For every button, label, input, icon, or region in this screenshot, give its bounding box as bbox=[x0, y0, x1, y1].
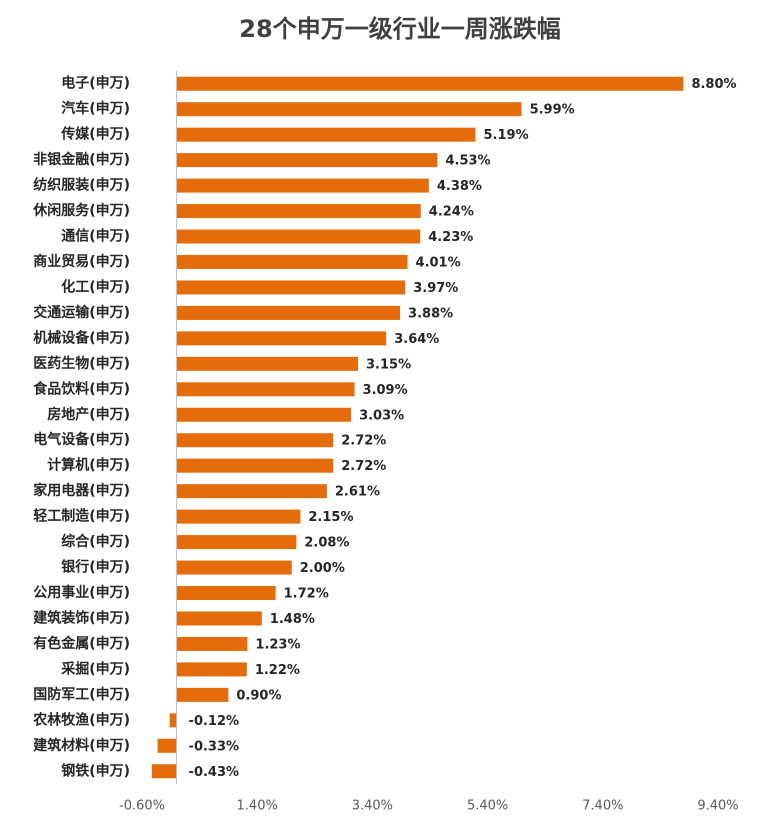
bar bbox=[176, 509, 301, 524]
bar bbox=[176, 153, 438, 168]
category-label: 纺织服装(申万) bbox=[33, 177, 130, 194]
value-label: 4.01% bbox=[416, 255, 461, 270]
bar bbox=[176, 407, 352, 422]
category-label: 建筑材料(申万) bbox=[33, 737, 130, 754]
category-label: 电子(申万) bbox=[61, 75, 130, 92]
x-tick-label: 9.40% bbox=[697, 799, 738, 814]
category-label: 有色金属(申万) bbox=[33, 635, 130, 652]
value-label: -0.12% bbox=[189, 714, 240, 729]
bar bbox=[151, 764, 177, 779]
value-label: 3.97% bbox=[413, 281, 458, 296]
bar bbox=[176, 127, 476, 142]
category-label: 汽车(申万) bbox=[61, 100, 130, 117]
bar bbox=[176, 356, 358, 371]
bar bbox=[176, 102, 522, 117]
category-label: 非银金融(申万) bbox=[33, 151, 130, 168]
category-label: 传媒(申万) bbox=[60, 126, 130, 143]
bar bbox=[176, 586, 276, 601]
bar bbox=[176, 611, 262, 626]
category-label: 食品饮料(申万) bbox=[33, 380, 130, 397]
value-label: 2.61% bbox=[335, 485, 380, 500]
value-label: 1.48% bbox=[270, 612, 315, 627]
value-label: 4.53% bbox=[445, 154, 490, 169]
bar bbox=[176, 458, 334, 473]
category-label: 交通运输(申万) bbox=[33, 304, 130, 321]
bar bbox=[176, 229, 421, 244]
bar bbox=[176, 484, 327, 499]
x-tick-label: 5.40% bbox=[467, 799, 508, 814]
value-label: 2.00% bbox=[300, 561, 345, 576]
bar bbox=[176, 204, 421, 219]
category-label: 化工(申万) bbox=[61, 278, 130, 295]
value-label: 4.24% bbox=[429, 205, 474, 220]
bar bbox=[176, 178, 429, 193]
category-label: 轻工制造(申万) bbox=[33, 508, 130, 525]
value-label: 2.72% bbox=[341, 434, 386, 449]
value-label: 1.72% bbox=[284, 587, 329, 602]
value-label: 3.15% bbox=[366, 357, 411, 372]
bar bbox=[176, 280, 406, 295]
category-label: 采掘(申万) bbox=[60, 660, 130, 677]
value-label: 3.88% bbox=[408, 306, 453, 321]
bar bbox=[176, 636, 248, 651]
value-label: 1.23% bbox=[255, 637, 300, 652]
value-label: 8.80% bbox=[691, 77, 736, 92]
category-label: 商业贸易(申万) bbox=[33, 253, 130, 270]
chart-title: 28个申万一级行业一周涨跌幅 bbox=[239, 15, 560, 43]
bar bbox=[176, 687, 229, 702]
bar bbox=[176, 382, 355, 397]
bar bbox=[176, 560, 292, 575]
value-label: -0.43% bbox=[189, 765, 240, 780]
value-label: 5.19% bbox=[484, 128, 529, 143]
bar bbox=[176, 331, 387, 346]
category-label: 银行(申万) bbox=[61, 559, 130, 576]
category-label: 通信(申万) bbox=[61, 228, 130, 245]
value-label: 3.64% bbox=[394, 332, 439, 347]
value-label: 3.03% bbox=[359, 408, 404, 423]
value-label: 2.72% bbox=[341, 459, 386, 474]
x-tick-label: 3.40% bbox=[352, 799, 393, 814]
x-tick-label: 1.40% bbox=[237, 799, 278, 814]
category-label: 公用事业(申万) bbox=[33, 584, 130, 601]
x-tick-label: 7.40% bbox=[582, 799, 623, 814]
category-label: 国防军工(申万) bbox=[33, 686, 130, 703]
value-label: 1.22% bbox=[255, 663, 300, 678]
bar bbox=[176, 305, 401, 320]
category-label: 休闲服务(申万) bbox=[32, 202, 130, 219]
bar bbox=[176, 76, 684, 91]
bar bbox=[176, 254, 408, 269]
value-label: 5.99% bbox=[530, 103, 575, 118]
category-label: 电气设备(申万) bbox=[33, 431, 130, 448]
category-label: 农林牧渔(申万) bbox=[32, 711, 130, 728]
category-label: 综合(申万) bbox=[61, 533, 130, 550]
value-label: 3.09% bbox=[363, 383, 408, 398]
value-label: 0.90% bbox=[236, 688, 281, 703]
value-label: 2.15% bbox=[308, 510, 353, 525]
category-label: 医药生物(申万) bbox=[33, 355, 130, 372]
bar bbox=[176, 662, 247, 677]
x-tick-label: -0.60% bbox=[119, 799, 165, 814]
category-label: 计算机(申万) bbox=[47, 457, 130, 474]
category-label: 家用电器(申万) bbox=[33, 482, 130, 499]
category-label: 房地产(申万) bbox=[47, 406, 130, 423]
category-label: 机械设备(申万) bbox=[33, 329, 130, 346]
category-label: 建筑装饰(申万) bbox=[33, 609, 130, 626]
value-label: 4.23% bbox=[428, 230, 473, 245]
value-label: 2.08% bbox=[304, 536, 349, 551]
value-label: -0.33% bbox=[189, 739, 240, 754]
bar bbox=[176, 535, 297, 550]
bar bbox=[169, 713, 177, 728]
bar bbox=[157, 738, 177, 753]
bar bbox=[176, 433, 334, 448]
value-label: 4.38% bbox=[437, 179, 482, 194]
category-label: 钢铁(申万) bbox=[61, 762, 130, 779]
